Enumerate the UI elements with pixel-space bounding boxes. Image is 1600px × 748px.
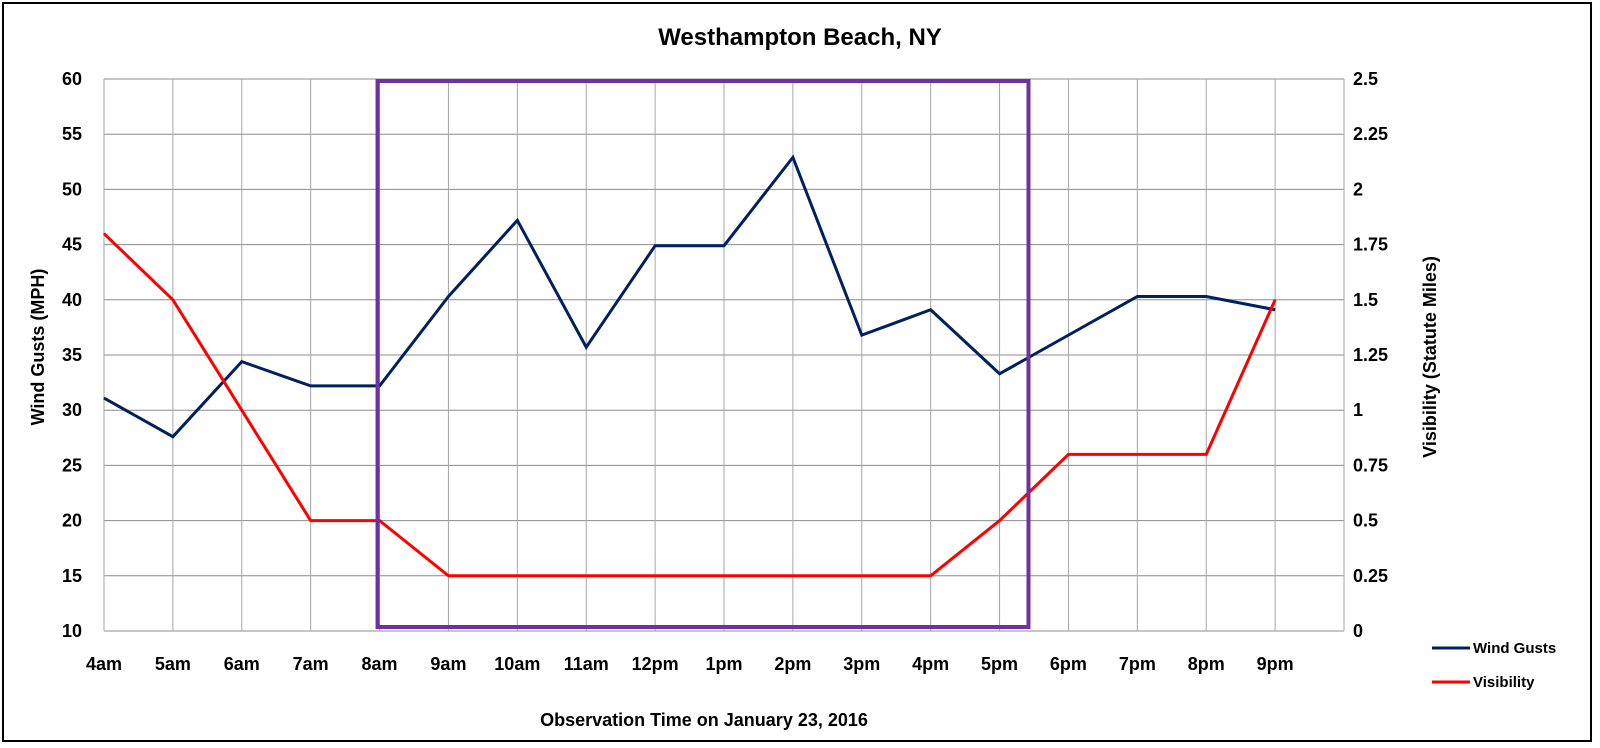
data-point bbox=[654, 575, 656, 577]
x-tick-label: 7pm bbox=[1119, 654, 1156, 674]
x-tick-label: 10am bbox=[494, 654, 540, 674]
data-point bbox=[1136, 453, 1138, 455]
data-point bbox=[999, 373, 1001, 375]
data-point bbox=[310, 520, 312, 522]
data-point bbox=[172, 436, 174, 438]
data-point bbox=[310, 385, 312, 387]
y-left-tick-label: 20 bbox=[62, 511, 82, 531]
y-left-tick-label: 30 bbox=[62, 400, 82, 420]
legend-label: Visibility bbox=[1473, 674, 1535, 691]
data-point bbox=[447, 295, 449, 297]
y-right-tick-label: 2.5 bbox=[1353, 69, 1378, 89]
y-right-tick-label: 0.5 bbox=[1353, 511, 1378, 531]
x-tick-label: 9am bbox=[430, 654, 466, 674]
data-point bbox=[585, 346, 587, 348]
data-point bbox=[861, 575, 863, 577]
left-axis-ticks: 10 15 20 25 30 35 40 45 50 55 60 bbox=[62, 69, 82, 641]
x-tick-label: 5am bbox=[155, 654, 191, 674]
x-tick-label: 4am bbox=[86, 654, 122, 674]
data-point bbox=[516, 575, 518, 577]
x-tick-label: 7am bbox=[293, 654, 329, 674]
x-tick-label: 8am bbox=[362, 654, 398, 674]
data-point bbox=[930, 309, 932, 311]
data-point bbox=[241, 361, 243, 363]
series-line-wind-gusts bbox=[103, 154, 1276, 439]
y-left-tick-label: 45 bbox=[62, 235, 82, 255]
y-right-tick-label: 0.75 bbox=[1353, 455, 1388, 475]
data-point bbox=[654, 245, 656, 247]
grid-lines bbox=[103, 78, 1345, 632]
x-tick-label: 9pm bbox=[1257, 654, 1294, 674]
x-tick-label: 2pm bbox=[774, 654, 811, 674]
chart-title: Westhampton Beach, NY bbox=[658, 24, 942, 51]
x-axis-label: Observation Time on January 23, 2016 bbox=[540, 710, 868, 730]
data-point bbox=[1205, 453, 1207, 455]
y-left-tick-label: 10 bbox=[62, 621, 82, 641]
y-left-tick-label: 35 bbox=[62, 345, 82, 365]
y-right-tick-label: 0 bbox=[1353, 621, 1363, 641]
data-point bbox=[723, 575, 725, 577]
data-point bbox=[792, 575, 794, 577]
data-point bbox=[1274, 299, 1276, 301]
series-layer bbox=[102, 154, 1277, 578]
data-point bbox=[723, 245, 725, 247]
y-right-tick-label: 1.5 bbox=[1353, 290, 1378, 310]
y-left-tick-label: 40 bbox=[62, 290, 82, 310]
y-right-tick-label: 1.75 bbox=[1353, 235, 1388, 255]
data-point bbox=[241, 409, 243, 411]
x-tick-label: 3pm bbox=[843, 654, 880, 674]
x-tick-label: 6am bbox=[224, 654, 260, 674]
data-point bbox=[861, 334, 863, 336]
y-axis-left-label: Wind Gusts (MPH) bbox=[28, 269, 48, 426]
x-tick-label: 6pm bbox=[1050, 654, 1087, 674]
data-point bbox=[999, 520, 1001, 522]
y-axis-right-label: Visibility (Statute Miles) bbox=[1420, 256, 1440, 458]
data-point bbox=[447, 575, 449, 577]
x-tick-label: 11am bbox=[564, 654, 609, 674]
x-tick-label: 12pm bbox=[632, 654, 679, 674]
y-right-tick-label: 2 bbox=[1353, 179, 1363, 199]
y-right-tick-label: 1 bbox=[1353, 400, 1363, 420]
y-left-tick-label: 60 bbox=[62, 69, 82, 89]
data-point bbox=[103, 233, 105, 235]
legend: Wind Gusts Visibility bbox=[1432, 640, 1556, 691]
data-point bbox=[792, 156, 794, 158]
highlight-box bbox=[375, 79, 1031, 629]
x-tick-label: 4pm bbox=[912, 654, 949, 674]
right-axis-ticks: 0 0.25 0.5 0.75 1 1.25 1.5 1.75 2 2.25 2.5 bbox=[1353, 69, 1388, 641]
data-point bbox=[1136, 295, 1138, 297]
x-tick-label: 1pm bbox=[705, 654, 742, 674]
x-tick-label: 5pm bbox=[981, 654, 1018, 674]
y-left-tick-label: 55 bbox=[62, 124, 82, 144]
data-point bbox=[585, 575, 587, 577]
data-point bbox=[1067, 453, 1069, 455]
data-point bbox=[516, 219, 518, 221]
x-tick-label: 8pm bbox=[1188, 654, 1225, 674]
data-point bbox=[1205, 295, 1207, 297]
y-right-tick-label: 2.25 bbox=[1353, 124, 1388, 144]
data-point bbox=[1067, 334, 1069, 336]
y-left-tick-label: 15 bbox=[62, 566, 82, 586]
y-left-tick-label: 25 bbox=[62, 455, 82, 475]
x-axis-ticks: 4am 5am 6am 7am 8am 9am 10am 11am 12pm 1pm 2pm 3pm 4… bbox=[86, 654, 1294, 674]
legend-label: Wind Gusts bbox=[1473, 640, 1556, 657]
series-line-visibility bbox=[102, 232, 1277, 578]
data-point bbox=[1274, 309, 1276, 311]
data-point bbox=[930, 575, 932, 577]
y-left-tick-label: 50 bbox=[62, 179, 82, 199]
data-point bbox=[172, 299, 174, 301]
y-right-tick-label: 0.25 bbox=[1353, 566, 1388, 586]
y-right-tick-label: 1.25 bbox=[1353, 345, 1388, 365]
data-point bbox=[103, 397, 105, 399]
